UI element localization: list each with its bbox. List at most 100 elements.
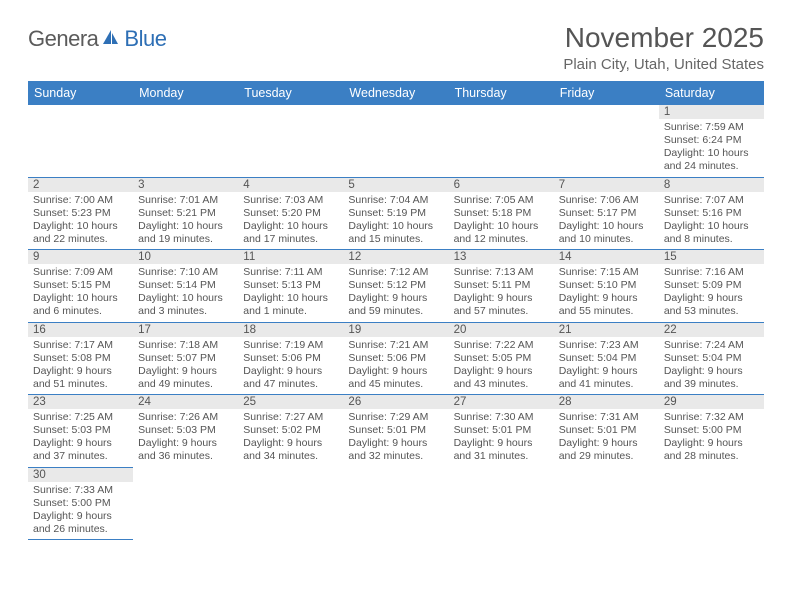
day-number: 20	[449, 323, 554, 337]
day-number: 9	[28, 250, 133, 264]
calendar-cell: 21Sunrise: 7:23 AMSunset: 5:04 PMDayligh…	[554, 322, 659, 395]
day-header: Saturday	[659, 81, 764, 105]
day-number: 10	[133, 250, 238, 264]
calendar-cell	[659, 467, 764, 540]
calendar-cell	[449, 467, 554, 540]
day-details: Sunrise: 7:10 AMSunset: 5:14 PMDaylight:…	[133, 264, 238, 322]
logo: Genera Blue	[28, 26, 166, 52]
calendar-cell: 12Sunrise: 7:12 AMSunset: 5:12 PMDayligh…	[343, 250, 448, 323]
day-details: Sunrise: 7:59 AMSunset: 6:24 PMDaylight:…	[659, 119, 764, 177]
day-number: 16	[28, 323, 133, 337]
day-number: 4	[238, 178, 343, 192]
calendar-cell: 8Sunrise: 7:07 AMSunset: 5:16 PMDaylight…	[659, 177, 764, 250]
day-details: Sunrise: 7:04 AMSunset: 5:19 PMDaylight:…	[343, 192, 448, 250]
calendar-row: 30Sunrise: 7:33 AMSunset: 5:00 PMDayligh…	[28, 467, 764, 540]
calendar-cell	[343, 467, 448, 540]
calendar-cell: 23Sunrise: 7:25 AMSunset: 5:03 PMDayligh…	[28, 395, 133, 468]
day-header: Tuesday	[238, 81, 343, 105]
day-number: 3	[133, 178, 238, 192]
day-number: 28	[554, 395, 659, 409]
calendar-cell: 2Sunrise: 7:00 AMSunset: 5:23 PMDaylight…	[28, 177, 133, 250]
day-details: Sunrise: 7:03 AMSunset: 5:20 PMDaylight:…	[238, 192, 343, 250]
calendar-cell: 22Sunrise: 7:24 AMSunset: 5:04 PMDayligh…	[659, 322, 764, 395]
day-details: Sunrise: 7:06 AMSunset: 5:17 PMDaylight:…	[554, 192, 659, 250]
calendar-cell: 4Sunrise: 7:03 AMSunset: 5:20 PMDaylight…	[238, 177, 343, 250]
day-details: Sunrise: 7:26 AMSunset: 5:03 PMDaylight:…	[133, 409, 238, 467]
day-number: 8	[659, 178, 764, 192]
day-details: Sunrise: 7:16 AMSunset: 5:09 PMDaylight:…	[659, 264, 764, 322]
day-number: 30	[28, 468, 133, 482]
day-details: Sunrise: 7:21 AMSunset: 5:06 PMDaylight:…	[343, 337, 448, 395]
calendar-cell: 16Sunrise: 7:17 AMSunset: 5:08 PMDayligh…	[28, 322, 133, 395]
day-number: 5	[343, 178, 448, 192]
day-details: Sunrise: 7:23 AMSunset: 5:04 PMDaylight:…	[554, 337, 659, 395]
calendar-cell	[133, 105, 238, 177]
day-number: 1	[659, 105, 764, 119]
calendar-cell: 11Sunrise: 7:11 AMSunset: 5:13 PMDayligh…	[238, 250, 343, 323]
calendar-cell: 1Sunrise: 7:59 AMSunset: 6:24 PMDaylight…	[659, 105, 764, 177]
day-details: Sunrise: 7:27 AMSunset: 5:02 PMDaylight:…	[238, 409, 343, 467]
calendar-row: 23Sunrise: 7:25 AMSunset: 5:03 PMDayligh…	[28, 395, 764, 468]
day-number: 26	[343, 395, 448, 409]
logo-text-general: Genera	[28, 26, 98, 52]
day-number: 6	[449, 178, 554, 192]
calendar-cell: 20Sunrise: 7:22 AMSunset: 5:05 PMDayligh…	[449, 322, 554, 395]
day-number: 14	[554, 250, 659, 264]
sail-icon	[101, 28, 121, 51]
logo-text-blue: Blue	[124, 26, 166, 52]
calendar-cell	[238, 467, 343, 540]
day-details: Sunrise: 7:19 AMSunset: 5:06 PMDaylight:…	[238, 337, 343, 395]
calendar-cell: 17Sunrise: 7:18 AMSunset: 5:07 PMDayligh…	[133, 322, 238, 395]
calendar-cell: 24Sunrise: 7:26 AMSunset: 5:03 PMDayligh…	[133, 395, 238, 468]
day-number: 22	[659, 323, 764, 337]
calendar-cell	[449, 105, 554, 177]
day-details: Sunrise: 7:07 AMSunset: 5:16 PMDaylight:…	[659, 192, 764, 250]
day-details: Sunrise: 7:05 AMSunset: 5:18 PMDaylight:…	[449, 192, 554, 250]
calendar-cell: 7Sunrise: 7:06 AMSunset: 5:17 PMDaylight…	[554, 177, 659, 250]
calendar-cell	[28, 105, 133, 177]
calendar-cell: 25Sunrise: 7:27 AMSunset: 5:02 PMDayligh…	[238, 395, 343, 468]
day-number: 11	[238, 250, 343, 264]
calendar-cell: 5Sunrise: 7:04 AMSunset: 5:19 PMDaylight…	[343, 177, 448, 250]
day-details: Sunrise: 7:01 AMSunset: 5:21 PMDaylight:…	[133, 192, 238, 250]
calendar-cell: 14Sunrise: 7:15 AMSunset: 5:10 PMDayligh…	[554, 250, 659, 323]
day-number: 12	[343, 250, 448, 264]
calendar-cell	[133, 467, 238, 540]
day-number: 21	[554, 323, 659, 337]
day-details: Sunrise: 7:18 AMSunset: 5:07 PMDaylight:…	[133, 337, 238, 395]
calendar-cell: 3Sunrise: 7:01 AMSunset: 5:21 PMDaylight…	[133, 177, 238, 250]
day-details: Sunrise: 7:24 AMSunset: 5:04 PMDaylight:…	[659, 337, 764, 395]
calendar-cell: 27Sunrise: 7:30 AMSunset: 5:01 PMDayligh…	[449, 395, 554, 468]
day-header: Monday	[133, 81, 238, 105]
day-header-row: Sunday Monday Tuesday Wednesday Thursday…	[28, 81, 764, 105]
calendar-cell	[238, 105, 343, 177]
calendar-cell: 28Sunrise: 7:31 AMSunset: 5:01 PMDayligh…	[554, 395, 659, 468]
day-number: 7	[554, 178, 659, 192]
day-number: 17	[133, 323, 238, 337]
month-title: November 2025	[563, 22, 764, 54]
calendar-cell	[343, 105, 448, 177]
calendar-row: 1Sunrise: 7:59 AMSunset: 6:24 PMDaylight…	[28, 105, 764, 177]
day-details: Sunrise: 7:22 AMSunset: 5:05 PMDaylight:…	[449, 337, 554, 395]
day-details: Sunrise: 7:15 AMSunset: 5:10 PMDaylight:…	[554, 264, 659, 322]
day-details: Sunrise: 7:30 AMSunset: 5:01 PMDaylight:…	[449, 409, 554, 467]
day-number: 29	[659, 395, 764, 409]
day-header: Wednesday	[343, 81, 448, 105]
day-details: Sunrise: 7:25 AMSunset: 5:03 PMDaylight:…	[28, 409, 133, 467]
day-details: Sunrise: 7:11 AMSunset: 5:13 PMDaylight:…	[238, 264, 343, 322]
title-block: November 2025 Plain City, Utah, United S…	[563, 22, 764, 73]
day-number: 23	[28, 395, 133, 409]
day-details: Sunrise: 7:29 AMSunset: 5:01 PMDaylight:…	[343, 409, 448, 467]
day-details: Sunrise: 7:09 AMSunset: 5:15 PMDaylight:…	[28, 264, 133, 322]
calendar-row: 2Sunrise: 7:00 AMSunset: 5:23 PMDaylight…	[28, 177, 764, 250]
day-header: Friday	[554, 81, 659, 105]
calendar-table: Sunday Monday Tuesday Wednesday Thursday…	[28, 81, 764, 540]
calendar-cell	[554, 467, 659, 540]
calendar-cell: 26Sunrise: 7:29 AMSunset: 5:01 PMDayligh…	[343, 395, 448, 468]
calendar-cell: 9Sunrise: 7:09 AMSunset: 5:15 PMDaylight…	[28, 250, 133, 323]
calendar-cell: 15Sunrise: 7:16 AMSunset: 5:09 PMDayligh…	[659, 250, 764, 323]
calendar-cell: 19Sunrise: 7:21 AMSunset: 5:06 PMDayligh…	[343, 322, 448, 395]
day-number: 13	[449, 250, 554, 264]
calendar-cell: 10Sunrise: 7:10 AMSunset: 5:14 PMDayligh…	[133, 250, 238, 323]
location-text: Plain City, Utah, United States	[563, 56, 764, 73]
